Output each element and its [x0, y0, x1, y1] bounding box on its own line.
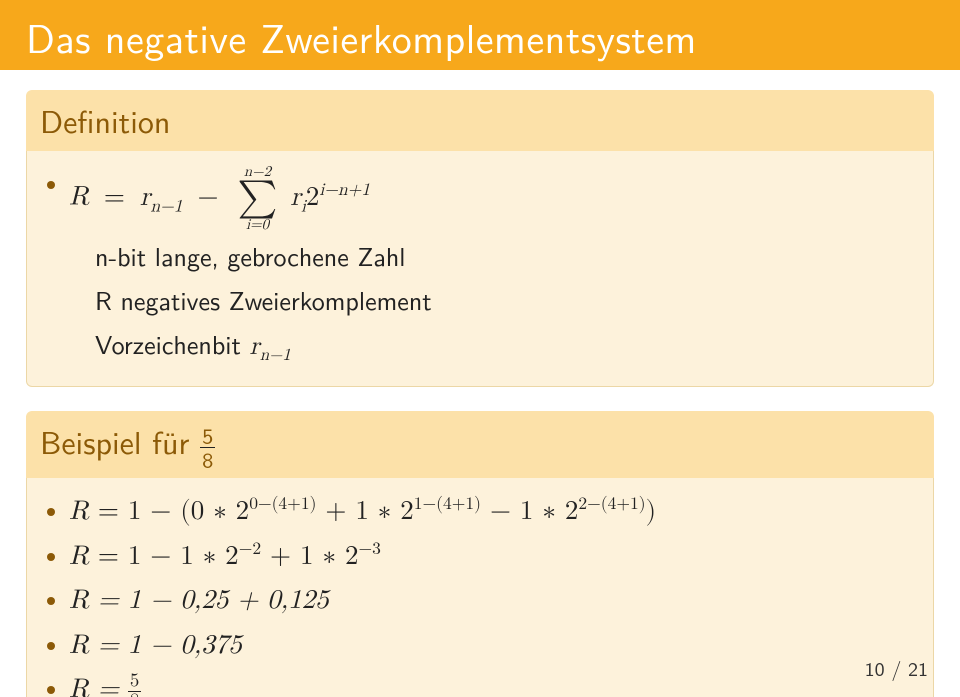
example-row-1-text: R = 1 − (0 ∗ 20−(4+1) + 1 ∗ 21−(4+1) − 1…: [69, 492, 656, 533]
definition-formula: R = rn−1 − n−2 ∑ i=0 ri2i−n+1: [69, 165, 370, 232]
slide-content: Definition R = rn−1 − n−2 ∑ i=0: [0, 70, 960, 697]
example-row-5: R = 58: [47, 670, 913, 697]
example-heading-frac: 58: [200, 424, 215, 470]
bullet-icon: [47, 553, 55, 561]
formula-minus: −: [192, 184, 225, 211]
example-row-3-text: R = 1 − 0,25 + 0,125: [69, 581, 329, 622]
example-row-4: R = 1 − 0,375: [47, 626, 913, 667]
slide: Das negative Zweierkomplementsystem Defi…: [0, 0, 960, 697]
formula-term1: rn−1: [140, 184, 183, 211]
definition-body: R = rn−1 − n−2 ∑ i=0 ri2i−n+1: [26, 151, 934, 387]
example-row-4-text: R = 1 − 0,375: [69, 626, 242, 667]
bullet-icon: [47, 597, 55, 605]
slide-title: Das negative Zweierkomplementsystem: [0, 0, 960, 70]
sigma-icon: n−2 ∑ i=0: [238, 165, 278, 232]
definition-block: Definition R = rn−1 − n−2 ∑ i=0: [26, 90, 934, 387]
page-sep: /: [885, 654, 908, 683]
example-heading: Beispiel für 58: [26, 411, 934, 478]
definition-heading: Definition: [26, 90, 934, 151]
example-row-3: R = 1 − 0,25 + 0,125: [47, 581, 913, 622]
definition-formula-item: R = rn−1 − n−2 ∑ i=0 ri2i−n+1: [47, 165, 913, 232]
example-body: R = 1 − (0 ∗ 20−(4+1) + 1 ∗ 21−(4+1) − 1…: [26, 478, 934, 697]
example-row-5-text: R = 58: [69, 670, 141, 697]
definition-line2: n-bit lange, gebrochene Zahl: [95, 236, 913, 278]
formula-eq: =: [98, 184, 131, 211]
formula-sum-body: ri2i−n+1: [290, 184, 370, 211]
example-row-2: R = 1 − 1 ∗ 2−2 + 1 ∗ 2−3: [47, 537, 913, 578]
example-row-1: R = 1 − (0 ∗ 20−(4+1) + 1 ∗ 21−(4+1) − 1…: [47, 492, 913, 533]
bullet-icon: [47, 686, 55, 694]
formula-lhs: R: [69, 184, 89, 211]
page-footer: 10 / 21: [865, 654, 928, 683]
definition-subitems: n-bit lange, gebrochene Zahl R negatives…: [95, 236, 913, 368]
bullet-icon: [47, 181, 55, 189]
bullet-icon: [47, 642, 55, 650]
definition-line3: R negatives Zweierkomplement: [95, 280, 913, 322]
bullet-icon: [47, 508, 55, 516]
example-block: Beispiel für 58 R = 1 − (0 ∗ 20−(4+1) + …: [26, 411, 934, 697]
page-current: 10: [865, 654, 885, 683]
definition-line4: Vorzeichenbit rn−1: [95, 324, 913, 369]
example-row-2-text: R = 1 − 1 ∗ 2−2 + 1 ∗ 2−3: [69, 537, 381, 578]
page-total: 21: [908, 654, 928, 683]
